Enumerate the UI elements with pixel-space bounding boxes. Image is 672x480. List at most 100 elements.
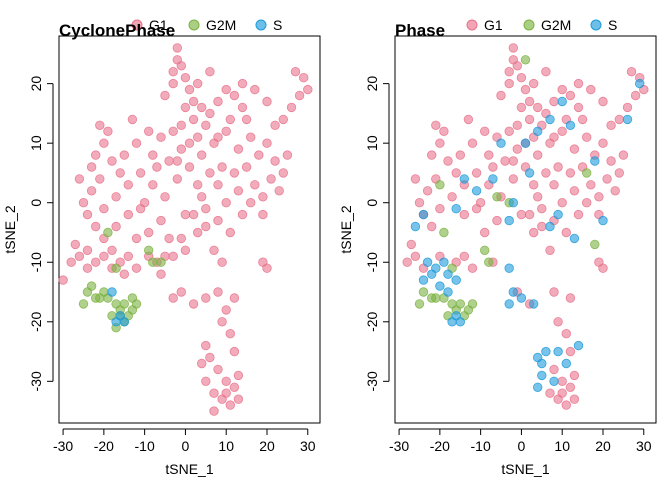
data-point-s bbox=[549, 376, 559, 387]
data-point-g1 bbox=[524, 209, 535, 220]
data-point-g1 bbox=[229, 382, 240, 393]
legend-swatch-s bbox=[255, 19, 267, 31]
data-point-g1 bbox=[205, 168, 215, 178]
data-point-g1 bbox=[484, 150, 494, 160]
data-point-g1 bbox=[602, 174, 612, 184]
data-point-s bbox=[573, 340, 584, 351]
data-point-g2m bbox=[86, 281, 97, 291]
data-point-g1 bbox=[455, 150, 466, 160]
data-point-g2m bbox=[484, 257, 494, 267]
data-point-g1 bbox=[233, 186, 244, 196]
data-point-g1 bbox=[467, 263, 478, 273]
legend-label-g1: G1 bbox=[149, 17, 168, 33]
data-point-g1 bbox=[225, 329, 236, 339]
data-point-g2m bbox=[103, 227, 113, 238]
data-point-s bbox=[427, 269, 437, 279]
data-point-g1 bbox=[561, 329, 572, 339]
data-point-g1 bbox=[282, 150, 293, 160]
data-point-g1 bbox=[565, 346, 576, 357]
x-tick-label: 20 bbox=[259, 438, 275, 454]
data-point-g1 bbox=[217, 162, 227, 172]
data-point-g1 bbox=[622, 102, 633, 113]
data-point-g1 bbox=[74, 251, 85, 261]
data-point-s bbox=[598, 215, 608, 226]
data-point-g1 bbox=[549, 364, 559, 375]
data-point-g1 bbox=[626, 66, 637, 77]
data-point-g1 bbox=[119, 269, 130, 279]
data-point-g1 bbox=[278, 168, 289, 178]
chart-title: Phase bbox=[395, 21, 445, 40]
data-point-g1 bbox=[213, 287, 223, 297]
data-point-g1 bbox=[82, 245, 93, 256]
data-point-g1 bbox=[123, 180, 134, 190]
data-point-g1 bbox=[435, 203, 445, 214]
data-point-s bbox=[516, 293, 527, 303]
data-point-g1 bbox=[245, 132, 256, 142]
data-point-g1 bbox=[103, 126, 113, 137]
data-point-g1 bbox=[614, 114, 625, 125]
y-tick-label: -20 bbox=[28, 311, 44, 331]
data-point-g2m bbox=[439, 227, 449, 238]
data-point-s bbox=[537, 370, 547, 381]
data-point-s bbox=[545, 221, 555, 232]
data-point-g2m bbox=[143, 245, 154, 256]
x-tick-label: -30 bbox=[53, 438, 73, 454]
data-point-s bbox=[488, 174, 498, 184]
data-point-g1 bbox=[90, 150, 101, 160]
data-point-s bbox=[119, 317, 130, 327]
data-point-g1 bbox=[582, 132, 592, 142]
data-point-g1 bbox=[180, 102, 191, 113]
y-tick-label: 20 bbox=[28, 76, 44, 92]
data-point-g1 bbox=[156, 215, 166, 226]
data-point-g1 bbox=[577, 114, 588, 125]
data-point-g1 bbox=[241, 114, 252, 125]
data-point-g1 bbox=[111, 221, 121, 232]
data-point-g1 bbox=[569, 394, 580, 404]
data-point-g1 bbox=[471, 168, 482, 178]
data-point-g1 bbox=[188, 299, 199, 309]
data-point-g1 bbox=[209, 388, 219, 398]
data-point-g1 bbox=[427, 150, 437, 160]
data-point-g1 bbox=[66, 257, 76, 267]
data-point-g2m bbox=[492, 192, 502, 202]
data-point-g1 bbox=[196, 192, 207, 202]
data-point-g1 bbox=[262, 138, 272, 148]
legend-swatch-g2m bbox=[523, 19, 535, 31]
data-point-g1 bbox=[245, 197, 256, 208]
x-tick-label: 30 bbox=[636, 438, 652, 454]
data-point-g2m bbox=[156, 257, 166, 267]
x-tick-label: -10 bbox=[135, 438, 155, 454]
data-point-g1 bbox=[123, 251, 134, 261]
data-point-g1 bbox=[549, 96, 559, 107]
data-point-g1 bbox=[229, 293, 240, 303]
data-point-g1 bbox=[229, 346, 240, 357]
data-point-g1 bbox=[90, 221, 101, 232]
data-point-g1 bbox=[176, 61, 187, 71]
data-point-g1 bbox=[184, 138, 195, 148]
data-point-g1 bbox=[524, 96, 535, 107]
data-point-g1 bbox=[143, 227, 154, 238]
data-point-g1 bbox=[221, 376, 231, 387]
data-point-g1 bbox=[520, 84, 531, 95]
data-point-g1 bbox=[512, 120, 523, 131]
data-point-g1 bbox=[160, 90, 170, 101]
data-point-s bbox=[439, 257, 449, 267]
data-point-g1 bbox=[115, 168, 125, 178]
data-point-s bbox=[496, 138, 506, 148]
data-point-g2m bbox=[480, 245, 490, 256]
data-point-s bbox=[435, 281, 445, 291]
data-point-g1 bbox=[557, 197, 567, 208]
data-point-g1 bbox=[561, 400, 572, 410]
data-point-g1 bbox=[410, 174, 421, 184]
data-point-s bbox=[537, 358, 547, 369]
data-point-g1 bbox=[164, 156, 174, 166]
data-point-g1 bbox=[192, 78, 203, 89]
x-axis-label: tSNE_1 bbox=[165, 461, 213, 477]
data-point-g1 bbox=[188, 96, 199, 107]
data-point-g1 bbox=[213, 215, 223, 226]
legend-label-s: S bbox=[273, 17, 282, 33]
data-point-g1 bbox=[74, 174, 85, 184]
data-point-g1 bbox=[221, 305, 231, 315]
data-point-g1 bbox=[70, 239, 81, 250]
data-point-g1 bbox=[201, 120, 211, 131]
